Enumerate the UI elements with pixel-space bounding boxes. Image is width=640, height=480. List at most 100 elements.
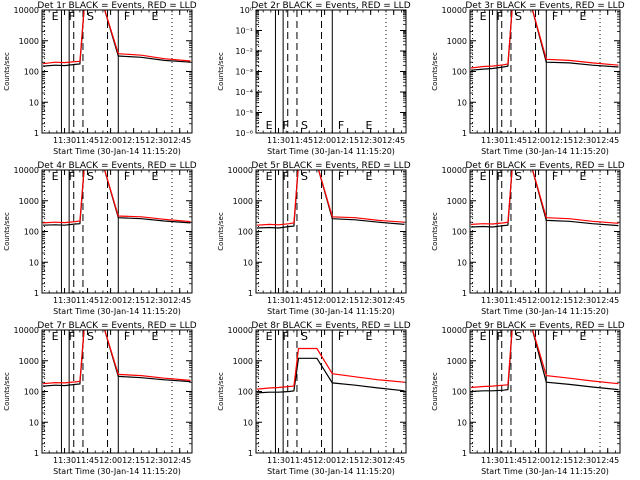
y-tick-label: 10 (29, 258, 39, 267)
lld-series-line (42, 170, 191, 224)
x-tick-label: 11:45 (76, 456, 99, 465)
events-series-line (42, 330, 191, 387)
y-tick-label: 10⁻¹ (235, 27, 253, 36)
y-tick-label: 100 (452, 228, 467, 237)
plot-frame (469, 329, 621, 454)
y-tick-label: 100 (24, 388, 39, 397)
y-tick-label: 1000 (19, 357, 39, 366)
x-tick-label: 12:45 (382, 456, 405, 465)
event-marker-label: S (87, 170, 94, 183)
y-tick-label: 1000 (19, 197, 39, 206)
y-tick-label: 10⁻⁴ (235, 88, 253, 97)
lld-series-line (470, 170, 619, 225)
y-tick-label: 1 (34, 289, 39, 298)
y-axis-label: Counts/sec (3, 372, 11, 411)
x-tick-label: 12:00 (527, 296, 550, 305)
event-marker-label: S (301, 170, 308, 183)
y-tick-label: 100 (452, 68, 467, 77)
event-marker-label: F (338, 119, 344, 132)
x-tick-label: 12:15 (122, 296, 145, 305)
lld-series-line (470, 10, 619, 69)
y-tick-label: 100 (24, 228, 39, 237)
y-tick-label: 100 (238, 388, 253, 397)
panel-title: Det 9r BLACK = Events, RED = LLD (465, 321, 624, 331)
plot-panel: Det 9r BLACK = Events, RED = LLD Counts/s… (431, 321, 625, 476)
x-tick-label: 12:45 (168, 456, 191, 465)
y-axis-label: Counts/sec (3, 52, 11, 91)
x-tick-label: 12:00 (99, 456, 122, 465)
x-tick-label: 12:30 (145, 136, 168, 145)
x-tick-label: 11:45 (290, 296, 313, 305)
panel-title: Det 1r BLACK = Events, RED = LLD (37, 1, 196, 11)
x-tick-label: 12:00 (313, 136, 336, 145)
lld-series-line (470, 330, 619, 389)
y-axis-label: Counts/sec (217, 52, 225, 91)
y-axis-label: Counts/sec (431, 372, 439, 411)
x-axis-label: Start Time (30-Jan-14 11:15:20) (267, 147, 395, 156)
lld-series-line (256, 347, 405, 390)
panel-title: Det 8r BLACK = Events, RED = LLD (251, 321, 410, 331)
panel-title: Det 7r BLACK = Events, RED = LLD (37, 321, 196, 331)
plot-frame (41, 9, 193, 134)
x-tick-label: 12:15 (336, 296, 359, 305)
x-tick-label: 12:30 (359, 456, 382, 465)
events-series-line (42, 170, 191, 226)
y-tick-label: 10000 (228, 326, 253, 335)
x-tick-label: 12:30 (359, 296, 382, 305)
event-marker-label: F (552, 330, 558, 343)
x-axis-label: Start Time (30-Jan-14 11:15:20) (53, 307, 181, 316)
event-lines (472, 10, 601, 133)
plot-panel: Det 2r BLACK = Events, RED = LLD Counts/s… (217, 1, 411, 156)
plot-frame (255, 9, 407, 134)
event-marker-label: E (480, 330, 487, 343)
event-marker-label: E (579, 330, 586, 343)
y-tick-label: 1000 (447, 37, 467, 46)
series-group (256, 347, 405, 394)
x-tick-label: 12:45 (596, 296, 619, 305)
x-tick-label: 12:45 (168, 136, 191, 145)
events-series-line (256, 357, 405, 394)
y-tick-label: 10 (29, 98, 39, 107)
event-marker-label: S (87, 10, 94, 23)
event-lines (44, 10, 173, 133)
event-marker-label: E (266, 119, 273, 132)
y-tick-label: 1 (462, 449, 467, 458)
x-tick-label: 12:30 (573, 296, 596, 305)
x-tick-label: 11:45 (290, 136, 313, 145)
event-marker-label: E (52, 170, 59, 183)
series-group (256, 170, 405, 229)
events-series-line (470, 330, 619, 393)
y-tick-label: 10000 (442, 6, 467, 15)
series-group (42, 10, 191, 67)
event-marker-label: S (87, 330, 94, 343)
x-axis-label: Start Time (30-Jan-14 11:15:20) (267, 467, 395, 476)
events-series-line (470, 10, 619, 71)
event-marker-label: E (151, 10, 158, 23)
x-tick-label: 12:30 (145, 296, 168, 305)
series-group (470, 170, 619, 228)
event-marker-label: S (515, 10, 522, 23)
x-tick-label: 12:00 (99, 136, 122, 145)
plot-panel: Det 8r BLACK = Events, RED = LLD Counts/s… (217, 321, 411, 476)
plot-frame (255, 169, 407, 294)
events-series-line (470, 170, 619, 228)
x-axis-label: Start Time (30-Jan-14 11:15:20) (481, 467, 609, 476)
event-marker-label: S (515, 170, 522, 183)
event-lines (472, 170, 601, 293)
y-tick-label: 1 (248, 289, 253, 298)
event-marker-label: E (579, 10, 586, 23)
event-marker-label: F (124, 10, 130, 23)
lld-series-line (256, 170, 405, 226)
y-tick-label: 10 (243, 258, 253, 267)
y-tick-label: 10000 (442, 326, 467, 335)
x-axis-label: Start Time (30-Jan-14 11:15:20) (481, 147, 609, 156)
x-tick-label: 12:15 (336, 136, 359, 145)
plot-frame (41, 169, 193, 294)
y-tick-label: 10⁻³ (235, 68, 253, 77)
plot-frame (41, 329, 193, 454)
x-tick-label: 12:15 (550, 456, 573, 465)
y-tick-label: 1000 (447, 357, 467, 366)
x-tick-label: 11:30 (481, 296, 504, 305)
series-group (470, 330, 619, 393)
y-tick-label: 10⁻² (235, 47, 253, 56)
